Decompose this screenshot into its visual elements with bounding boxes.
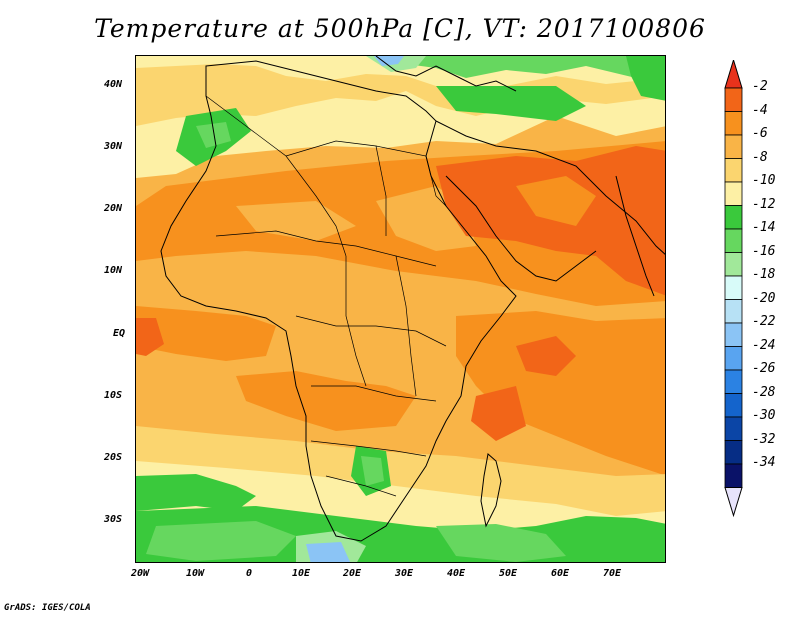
border-10 [325,475,397,497]
colorbar-tick-label: -26 [752,361,776,376]
lon-tick-label: 70E [603,568,622,579]
lat-tick-label: 20N [104,203,123,214]
colorbar-segment [724,440,743,465]
asia-coastline [435,120,665,255]
indian-ocean-orange [456,311,665,476]
lon-tick-label: 30E [395,568,414,579]
colorbar-segment [724,134,743,159]
lat-tick-label: 10N [104,265,123,276]
colorbar-segment [724,252,743,277]
mozambique-hot-patch [471,386,526,441]
ne-green-zone [626,56,665,101]
colorbar-bottom-triangle [724,487,743,518]
border-3 [375,145,447,207]
border-9 [395,255,417,397]
colorbar [724,60,743,518]
lon-tick-label: 20W [131,568,150,579]
south-blue-patch [306,542,351,562]
colorbar-segment [724,416,743,441]
med-blue-patch [374,56,404,66]
border-8 [345,256,367,387]
colorbar-segment [724,463,743,488]
map-title: Temperature at 500hPa [C], VT: 201710080… [94,14,706,43]
colorbar-tick-label: -22 [752,314,776,329]
colorbar-tick-label: -12 [752,196,776,212]
lon-tick-label: 60E [551,568,570,579]
colorbar-tick-label: -32 [752,431,776,447]
arabia-hot-zone [436,146,665,296]
arabia-inner-patch [516,176,596,226]
colorbar-top-triangle [724,60,743,89]
south-light-green-2 [436,524,566,562]
south-light-green-1 [146,521,296,561]
lat-tick-label: 20S [104,452,123,463]
lat-tick-label: 10S [104,390,123,401]
colorbar-segment [724,346,743,371]
colorbar-tick-label: -6 [752,126,768,141]
border-4 [215,230,437,267]
colorbar-tick-label: -14 [752,220,776,235]
grads-credit: GrADS: IGES/COLA [4,603,91,613]
europe-coastline [375,56,517,92]
atlas-light-green [196,122,231,148]
lon-tick-label: 10E [292,568,311,579]
temperature-field [136,56,665,562]
kalahari-light-green [361,456,384,486]
lat-tick-label: 30S [104,514,123,525]
colorbar-segment [724,275,743,300]
colorbar-tick-label: -10 [752,173,776,188]
colorbar-segment [724,205,743,230]
lon-tick-label: 10W [186,568,205,579]
lon-tick-label: 20E [343,568,362,579]
lat-tick-label: EQ [113,328,126,339]
lat-tick-label: 40N [104,79,123,90]
colorbar-tick-label: -8 [752,149,768,165]
border-1 [205,95,347,257]
colorbar-segment [724,393,743,418]
border-7 [310,440,427,457]
colorbar-segment [724,87,743,112]
arabia-coastline [445,175,597,282]
colorbar-segment [724,322,743,347]
colorbar-segment [724,369,743,394]
colorbar-tick-label: -28 [752,384,776,400]
border-6 [311,385,437,402]
colorbar-tick-label: -24 [752,337,776,353]
colorbar-segment [724,181,743,206]
gulf-guinea-orange [136,306,276,361]
colorbar-tick-label: -34 [752,455,776,470]
colorbar-tick-label: -16 [752,243,776,259]
south-atlantic-green [136,474,256,511]
indian-hot-patch [516,336,576,376]
colorbar-tick-label: -18 [752,267,776,282]
lon-tick-label: 50E [499,568,518,579]
colorbar-tick-label: -20 [752,290,776,306]
colorbar-segment [724,228,743,253]
madagascar-coastline [480,453,502,528]
colorbar-tick-label: -4 [752,102,768,118]
atlantic-hot-patch [136,318,164,356]
colorbar-segment [724,299,743,324]
colorbar-segment [724,158,743,183]
lat-tick-label: 30N [104,141,123,152]
congo-orange [236,371,416,431]
levant-green-zone [436,86,586,121]
africa-coastline [160,60,517,542]
lon-tick-label: 0 [246,568,253,579]
india-coastline [615,175,655,297]
border-5 [295,315,447,347]
colorbar-tick-label: -2 [752,79,768,94]
colorbar-segment [724,111,743,136]
country-borders [205,95,447,497]
coastlines [160,56,665,542]
temperature-map [135,55,666,563]
colorbar-tick-label: -30 [752,408,776,423]
med-green-zone [396,56,665,78]
lon-tick-label: 40E [447,568,466,579]
